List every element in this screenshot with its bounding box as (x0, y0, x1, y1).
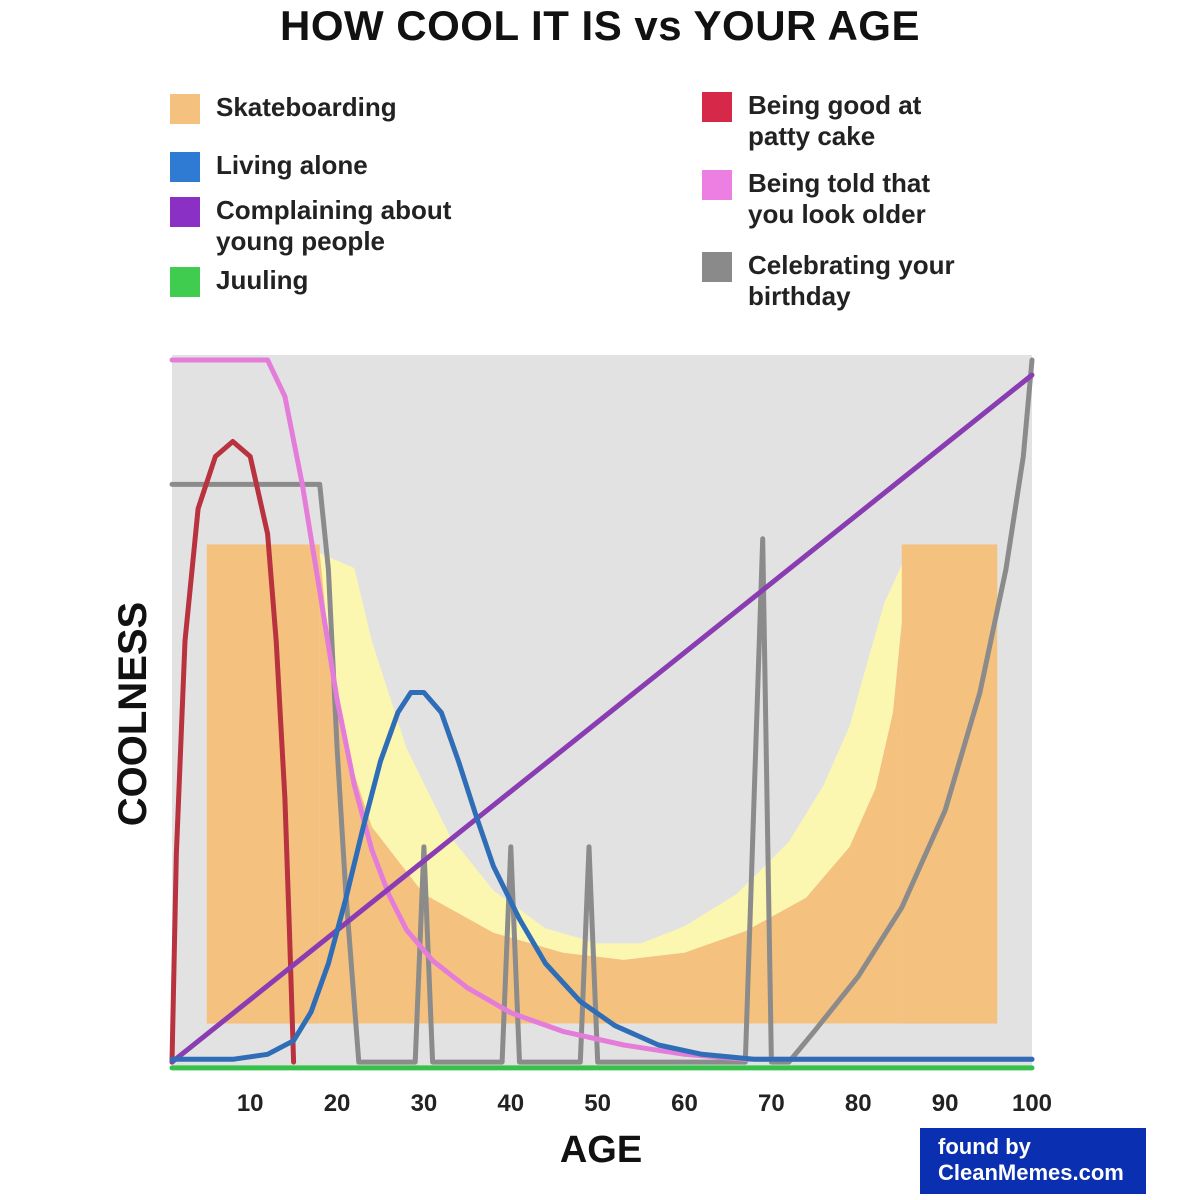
legend-label: Complaining about young people (216, 195, 452, 256)
x-tick-label: 40 (497, 1090, 524, 1117)
legend-item-skateboarding: Skateboarding (170, 92, 397, 124)
legend-swatch (170, 152, 200, 182)
legend-label: Juuling (216, 265, 309, 295)
series-line-celebrating-your-birthday (169, 357, 1035, 1065)
plot-area (169, 355, 1035, 1071)
x-tick-label: 60 (671, 1090, 698, 1117)
watermark-line-2: CleanMemes.com (938, 1160, 1124, 1185)
legend-swatch (702, 170, 732, 200)
series-line-living-alone (169, 690, 1035, 1062)
chart-title: HOW COOL IT IS vs YOUR AGE (280, 2, 920, 49)
legend-item-birthday: Celebrating your birthday (702, 250, 955, 312)
watermark-badge: found by CleanMemes.com (920, 1128, 1146, 1194)
legend-swatch (170, 197, 200, 227)
legend-swatch (702, 252, 732, 282)
legend-swatch (702, 92, 732, 122)
legend-item-patty-cake: Being good at patty cake (702, 90, 921, 152)
x-tick-label: 100 (1012, 1090, 1052, 1117)
x-axis-label: AGE (560, 1129, 642, 1171)
series-line-being-told-that-you-look-older (169, 357, 1035, 1062)
x-tick-label: 80 (845, 1090, 872, 1117)
x-tick-label: 50 (584, 1090, 611, 1117)
series-line-being-good-at-patty-cake (169, 439, 297, 1065)
halfpipe-transition (319, 553, 902, 960)
legend-swatch (170, 94, 200, 124)
halfpipe-right-wall (901, 544, 998, 1024)
legend-item-look-older: Being told that you look older (702, 168, 930, 230)
halfpipe-ramp (319, 553, 902, 1024)
axes: 10 20 30 40 50 60 70 80 90 100 AGE COOLNESS (111, 602, 1052, 1171)
x-tick-label: 70 (758, 1090, 785, 1117)
legend-item-living-alone: Living alone (170, 150, 368, 182)
y-axis-label: COOLNESS (111, 602, 155, 826)
legend-label: Being good at patty cake (748, 90, 922, 151)
legend-label: Being told that you look older (748, 168, 930, 229)
legend-item-complaining: Complaining about young people (170, 195, 451, 257)
x-tick-label: 20 (324, 1090, 351, 1117)
watermark-line-1: found by (938, 1134, 1031, 1159)
legend-label: Skateboarding (216, 92, 397, 122)
series-line-complaining-about-young-people (169, 372, 1035, 1065)
x-tick-label: 10 (237, 1090, 264, 1117)
legend-label: Living alone (216, 150, 368, 180)
legend-item-juuling: Juuling (170, 265, 308, 297)
halfpipe-left-wall (206, 544, 320, 1024)
x-tick-label: 30 (411, 1090, 438, 1117)
legend-swatch (170, 267, 200, 297)
legend-label: Celebrating your birthday (748, 250, 955, 311)
x-tick-label: 90 (932, 1090, 959, 1117)
